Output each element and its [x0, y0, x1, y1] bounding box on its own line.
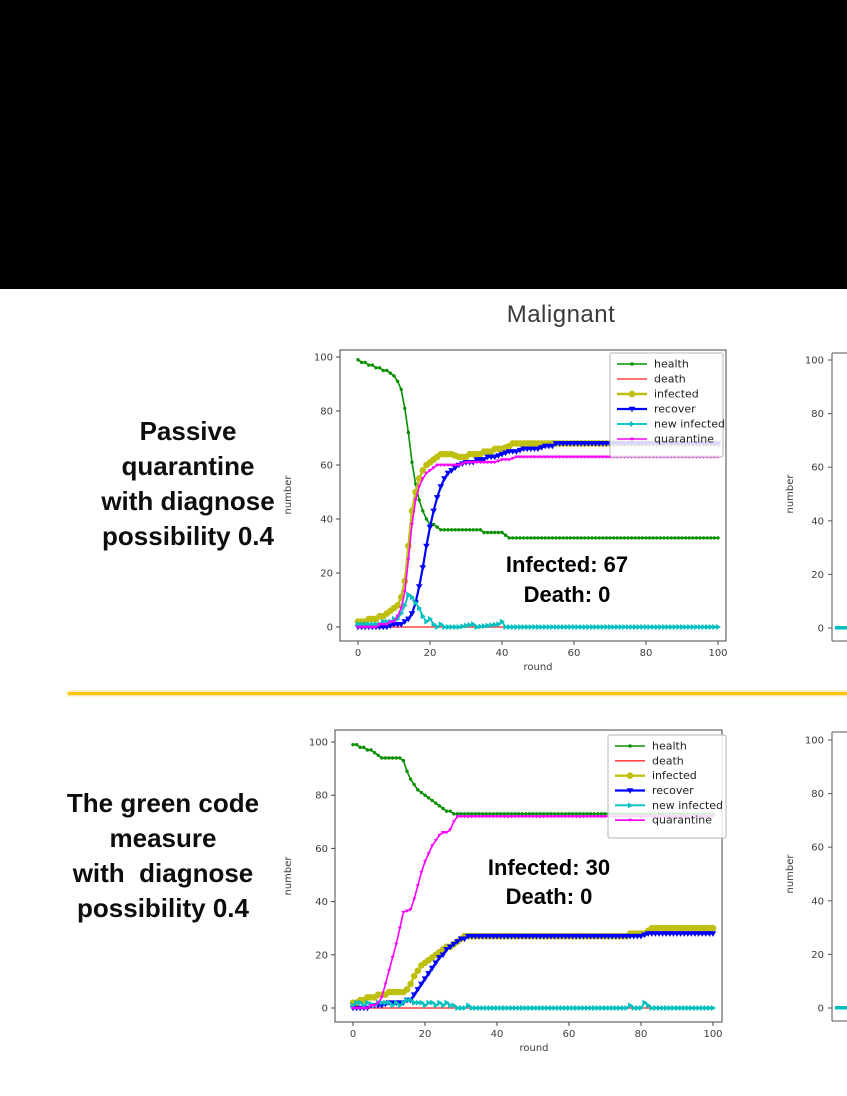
x-tick-label: 0: [350, 1029, 356, 1040]
x-axis-label: round: [519, 1043, 548, 1054]
x-tick-label: 60: [568, 648, 581, 659]
annotation-text: Death: 0: [524, 582, 611, 607]
chart-row2-main: 0 20 40 60 80 100 0 20 40 60 80 100 round number Infec…: [283, 729, 727, 1054]
y-axis-label: number: [785, 854, 796, 894]
plot-frame: [339, 349, 727, 642]
legend-label: health: [652, 740, 687, 753]
x-tick-label: 60: [563, 1029, 576, 1040]
legend-label: health: [654, 358, 689, 371]
row-label-line: Passive: [139, 416, 237, 446]
row-label-line: measure: [109, 823, 217, 853]
x-tick-label: 100: [708, 648, 727, 659]
y-tick-label: 100: [805, 736, 824, 747]
y-tick-label: 0: [818, 1004, 824, 1015]
clipped-series-fragment: [835, 626, 847, 630]
y-tick-label: 0: [818, 624, 824, 635]
legend-label: quarantine: [654, 433, 714, 446]
y-tick-label: 60: [320, 461, 333, 472]
x-tick-label: 80: [635, 1029, 648, 1040]
y-axis-label: number: [283, 856, 294, 896]
y-tick-label: 80: [315, 791, 328, 802]
x-axis-label: round: [523, 662, 552, 673]
y-tick-label: 80: [811, 409, 824, 420]
annotation-text: Death: 0: [506, 884, 593, 909]
legend-label: new infected: [652, 799, 723, 812]
clipped-series-fragment: [835, 1006, 847, 1010]
x-tick-label: 20: [419, 1029, 432, 1040]
legend-label: recover: [652, 784, 694, 797]
row-label-line: with diagnose: [72, 858, 254, 888]
legend-label: death: [652, 754, 684, 767]
figure-title: Malignant: [506, 301, 616, 328]
y-tick-label: 40: [320, 515, 333, 526]
y-tick-label: 100: [314, 353, 333, 364]
row-label-passive-quarantine: Passive quarantine with diagnose possibi…: [58, 414, 318, 554]
y-tick-label: 100: [805, 356, 824, 367]
y-tick-label: 60: [811, 463, 824, 474]
y-tick-label: 100: [309, 738, 328, 749]
y-tick-label: 80: [320, 407, 333, 418]
legend-label: infected: [652, 769, 697, 782]
row-label-line: The green code: [66, 788, 260, 818]
annotation-text: Infected: 30: [488, 855, 610, 880]
y-tick-label: 20: [320, 569, 333, 580]
x-tick-label: 40: [496, 648, 509, 659]
legend-label: new infected: [654, 418, 725, 431]
series-recover: [349, 931, 717, 1012]
x-tick-label: 100: [703, 1029, 722, 1040]
series-health: [356, 358, 720, 540]
plot-frame: [334, 729, 723, 1023]
y-tick-label: 20: [811, 570, 824, 581]
chart-row1-main: 0 20 40 60 80 100 0 20 40 60 80 100 round number Infec…: [283, 349, 728, 673]
y-tick-label: 60: [811, 843, 824, 854]
y-tick-label: 0: [322, 1004, 328, 1015]
chart-row1-right-clipped: 0 20 40 60 80 100 number: [785, 352, 847, 642]
y-tick-label: 20: [811, 950, 824, 961]
x-tick-label: 20: [424, 648, 437, 659]
series-quarantine: [351, 815, 715, 1010]
row-label-line: quarantine: [121, 451, 255, 481]
y-tick-label: 80: [811, 789, 824, 800]
legend: health death infected recover new infected qu…: [609, 352, 725, 458]
x-tick-label: 80: [640, 648, 653, 659]
chart-row2-right-clipped: 0 20 40 60 80 100 number: [785, 731, 847, 1022]
x-tick-label: 40: [491, 1029, 504, 1040]
legend-label: quarantine: [652, 814, 712, 827]
legend-label: recover: [654, 403, 696, 416]
y-tick-label: 40: [811, 516, 824, 527]
row-label-line: possibility 0.4: [77, 893, 249, 923]
x-tick-label: 0: [355, 648, 361, 659]
y-tick-label: 0: [327, 623, 333, 634]
row-label-line: with diagnose: [101, 486, 275, 516]
legend-label: death: [654, 373, 686, 386]
top-black-bar: [0, 0, 847, 289]
row-divider-line: [68, 692, 847, 695]
y-tick-label: 60: [315, 844, 328, 855]
y-tick-label: 40: [315, 897, 328, 908]
annotation-text: Infected: 67: [506, 552, 628, 577]
series-new-infected: [350, 997, 716, 1011]
legend-label: infected: [654, 388, 699, 401]
y-tick-label: 40: [811, 896, 824, 907]
y-axis-label: number: [283, 475, 294, 515]
row-label-green-code: The green code measure with diagnose pos…: [33, 786, 293, 926]
row-label-line: possibility 0.4: [102, 521, 274, 551]
y-axis-label: number: [785, 474, 796, 514]
y-tick-label: 20: [315, 950, 328, 961]
